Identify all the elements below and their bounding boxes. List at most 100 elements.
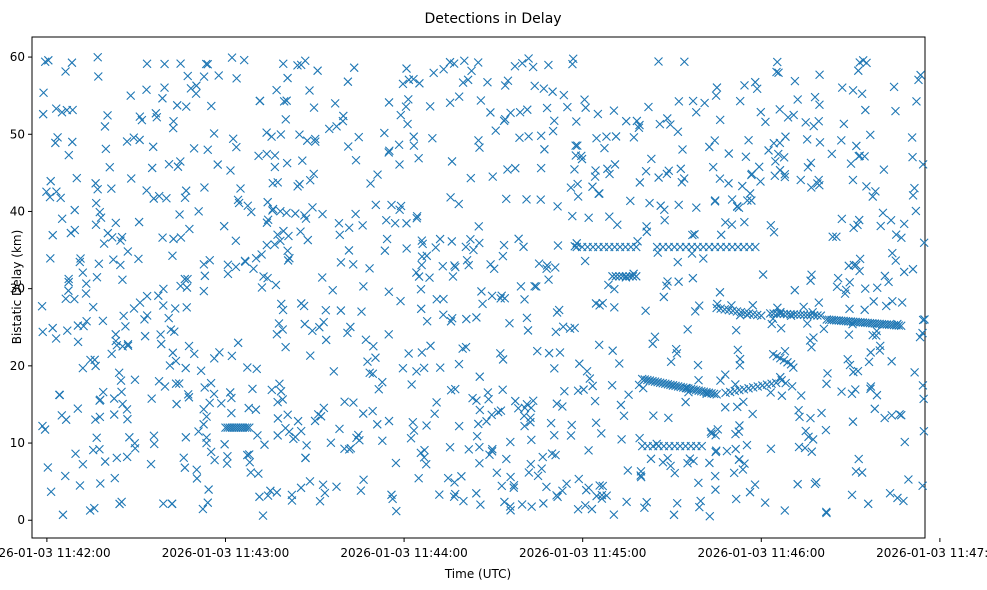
data-point bbox=[738, 397, 748, 407]
data-point bbox=[806, 183, 816, 192]
data-point bbox=[313, 410, 323, 419]
data-point bbox=[831, 232, 841, 242]
data-point bbox=[103, 228, 113, 238]
data-point bbox=[919, 394, 929, 404]
y-tick-label: 30 bbox=[10, 282, 25, 296]
data-point bbox=[633, 236, 642, 246]
data-point bbox=[571, 151, 581, 160]
data-point bbox=[384, 416, 394, 426]
data-point bbox=[244, 450, 254, 459]
data-point bbox=[267, 385, 277, 395]
data-point bbox=[844, 330, 854, 340]
data-point bbox=[748, 409, 758, 419]
data-point bbox=[610, 160, 620, 169]
data-point bbox=[123, 414, 132, 424]
data-point bbox=[837, 387, 846, 396]
data-point bbox=[558, 486, 567, 496]
data-point bbox=[833, 273, 843, 283]
data-point bbox=[806, 158, 816, 168]
data-point bbox=[524, 54, 533, 63]
data-point bbox=[916, 70, 925, 80]
data-point bbox=[551, 327, 561, 337]
data-point bbox=[802, 134, 812, 144]
data-point bbox=[809, 310, 819, 320]
data-point bbox=[594, 340, 604, 350]
data-point bbox=[268, 204, 278, 214]
data-point bbox=[412, 213, 422, 223]
data-point bbox=[450, 262, 460, 272]
data-point bbox=[117, 387, 126, 397]
data-point bbox=[119, 311, 129, 321]
y-tick-label: 0 bbox=[17, 513, 25, 527]
data-point bbox=[402, 244, 412, 253]
data-point bbox=[103, 110, 112, 120]
data-point bbox=[396, 296, 405, 306]
y-tick-label: 40 bbox=[10, 204, 25, 218]
data-point bbox=[267, 132, 276, 142]
data-point bbox=[724, 149, 734, 158]
data-point bbox=[530, 81, 540, 91]
data-point bbox=[553, 241, 563, 250]
data-point bbox=[524, 131, 533, 141]
data-point bbox=[738, 465, 748, 474]
data-point bbox=[806, 310, 816, 320]
data-point bbox=[713, 424, 723, 434]
data-point bbox=[631, 242, 641, 252]
data-point bbox=[276, 130, 286, 139]
data-point bbox=[265, 486, 275, 496]
data-point bbox=[872, 390, 882, 400]
data-point bbox=[472, 396, 481, 406]
data-point bbox=[192, 465, 202, 475]
data-point bbox=[79, 321, 88, 331]
data-point bbox=[203, 498, 213, 508]
data-point bbox=[674, 96, 684, 106]
data-point bbox=[519, 242, 528, 252]
data-point bbox=[587, 504, 597, 514]
data-point bbox=[122, 404, 132, 414]
data-point bbox=[275, 379, 284, 389]
data-point bbox=[135, 135, 145, 145]
data-point bbox=[475, 372, 485, 382]
data-point bbox=[242, 363, 252, 372]
data-point bbox=[429, 68, 439, 78]
data-point bbox=[893, 493, 902, 503]
data-point bbox=[209, 389, 219, 399]
data-point bbox=[398, 363, 408, 373]
data-point bbox=[287, 490, 297, 500]
data-point bbox=[474, 221, 484, 231]
data-point bbox=[115, 260, 125, 270]
data-point bbox=[597, 494, 607, 503]
data-point bbox=[78, 459, 88, 469]
data-point bbox=[790, 285, 800, 295]
data-point bbox=[343, 142, 353, 151]
data-point bbox=[101, 144, 111, 154]
data-point bbox=[51, 104, 61, 113]
data-point bbox=[740, 81, 749, 90]
data-point bbox=[262, 128, 272, 137]
data-point bbox=[198, 504, 208, 514]
data-point bbox=[357, 307, 366, 316]
data-point bbox=[422, 421, 431, 430]
data-point bbox=[681, 383, 691, 393]
data-point bbox=[671, 344, 681, 354]
data-point bbox=[40, 57, 50, 67]
data-point bbox=[296, 60, 306, 70]
data-point bbox=[776, 323, 786, 333]
data-point bbox=[332, 482, 341, 492]
data-point bbox=[206, 101, 216, 111]
data-point bbox=[382, 234, 392, 244]
data-point bbox=[729, 468, 739, 478]
data-point bbox=[359, 475, 368, 485]
data-point bbox=[466, 234, 475, 244]
data-point bbox=[510, 163, 520, 173]
data-point bbox=[711, 91, 721, 100]
data-point bbox=[660, 215, 670, 225]
data-point bbox=[377, 377, 387, 387]
data-point bbox=[302, 441, 311, 450]
data-point bbox=[899, 219, 909, 229]
data-point bbox=[91, 220, 101, 230]
data-point bbox=[796, 310, 805, 320]
data-point bbox=[173, 162, 183, 172]
data-point bbox=[43, 463, 53, 472]
data-point bbox=[821, 425, 831, 435]
